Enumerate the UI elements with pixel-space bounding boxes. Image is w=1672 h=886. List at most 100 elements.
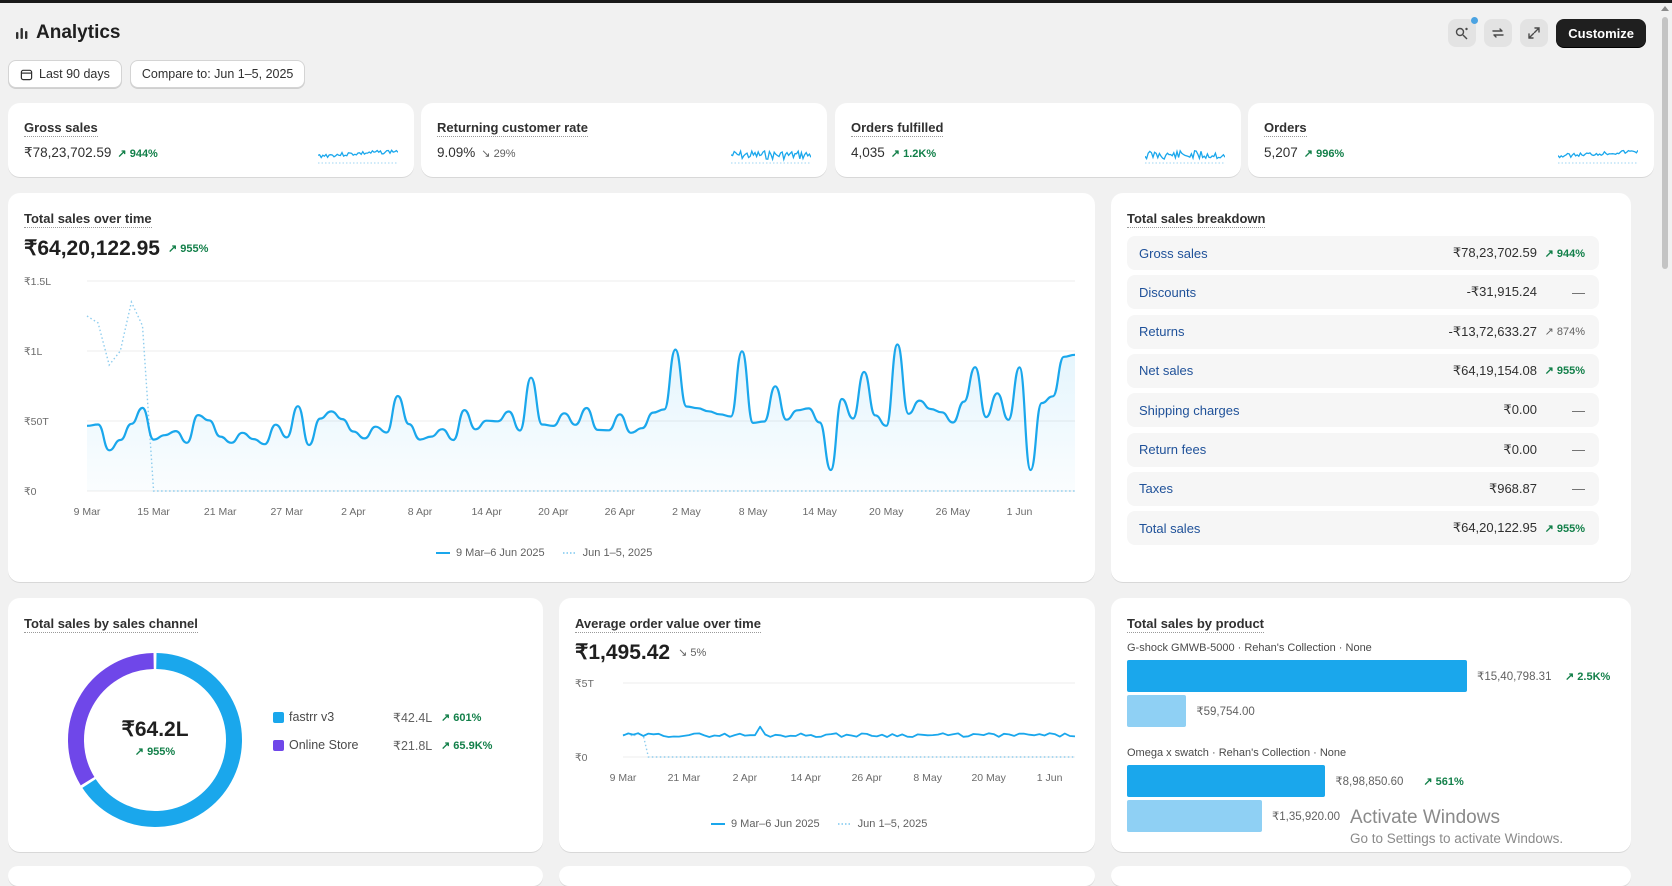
breakdown-row-amount: ₹64,19,154.08 [1452, 362, 1537, 378]
channel-title[interactable]: Total sales by sales channel [24, 616, 198, 633]
total-sales-card[interactable]: Total sales over time ₹64,20,122.95 ↗ 95… [8, 193, 1095, 582]
sales-by-product-card: Total sales by product G-shock GMWB-5000… [1111, 598, 1631, 852]
aov-x-tick-label: 2 Apr [733, 772, 758, 784]
breakdown-title[interactable]: Total sales breakdown [1127, 211, 1266, 228]
scroll-up-arrow-icon[interactable] [1661, 6, 1669, 11]
breakdown-row[interactable]: Net sales ₹64,19,154.08 ↗ 955% [1127, 353, 1599, 388]
scrollbar-thumb[interactable] [1662, 17, 1668, 269]
kpi-change: ↗ 944% [117, 148, 158, 160]
total-sales-title[interactable]: Total sales over time [24, 211, 152, 228]
breakdown-row[interactable]: Return fees ₹0.00 — [1127, 432, 1599, 467]
kpi-sparkline [318, 149, 398, 164]
watermark-line-1: Activate Windows [1350, 807, 1500, 828]
breakdown-row-label[interactable]: Returns [1139, 324, 1185, 340]
kpi-value: 9.09% [437, 145, 476, 160]
breakdown-row-label[interactable]: Return fees [1139, 442, 1207, 457]
breakdown-row-label[interactable]: Gross sales [1139, 245, 1208, 261]
fullscreen-button[interactable] [1520, 19, 1549, 47]
breakdown-row[interactable]: Gross sales ₹78,23,702.59 ↗ 944% [1127, 236, 1599, 270]
channel-legend-item[interactable]: Online Store ₹21.8L ↗ 65.9K% [273, 738, 503, 756]
y-tick-label: ₹1L [24, 346, 43, 358]
aov-current-line[interactable] [622, 725, 1076, 738]
dotted-line-swatch [562, 552, 577, 554]
solid-line-swatch [436, 552, 450, 554]
kpi-title[interactable]: Returning customer rate [437, 120, 588, 137]
legend-current-period[interactable]: 9 Mar–6 Jun 2025 [436, 547, 545, 559]
aov-legend-compare[interactable]: Jun 1–5, 2025 [837, 818, 928, 830]
kpi-card[interactable]: Gross sales ₹78,23,702.59 ↗ 944% [8, 103, 414, 177]
breakdown-row[interactable]: Discounts -₹31,915.24 — [1127, 275, 1599, 310]
product-bar-current[interactable] [1127, 765, 1326, 797]
aov-legend-compare-label: Jun 1–5, 2025 [857, 818, 928, 830]
product-title-wrap: Total sales by product [1127, 615, 1265, 633]
customize-button[interactable]: Customize [1556, 19, 1646, 47]
refresh-button[interactable] [1484, 19, 1513, 47]
product-bar-current[interactable] [1127, 660, 1467, 692]
breakdown-row[interactable]: Shipping charges ₹0.00 — [1127, 393, 1599, 428]
aov-legend-current[interactable]: 9 Mar–6 Jun 2025 [711, 818, 820, 830]
x-tick-label: 20 Apr [538, 506, 569, 518]
breakdown-change-value: — [1572, 284, 1585, 300]
x-tick-label: 1 Jun [1007, 506, 1033, 518]
product-title[interactable]: Total sales by product [1127, 616, 1265, 633]
kpi-title[interactable]: Orders fulfilled [851, 120, 944, 137]
breakdown-row[interactable]: Returns -₹13,72,633.27 ↗ 874% [1127, 314, 1599, 349]
current-series-line[interactable] [86, 343, 1076, 472]
kpi-value: 5,207 [1264, 145, 1298, 160]
page-scrollbar[interactable] [1658, 3, 1672, 870]
channel-legend-item[interactable]: fastrr v3 ₹42.4L ↗ 601% [273, 710, 503, 728]
kpi-change: ↘ 29% [481, 148, 516, 160]
breakdown-row-label[interactable]: Shipping charges [1139, 402, 1240, 418]
product-bar-compare[interactable] [1127, 800, 1262, 832]
total-sales-title-wrap: Total sales over time [24, 210, 152, 228]
comparison-series-line[interactable] [86, 299, 1075, 492]
solid-line-swatch [711, 823, 725, 825]
aov-change: ↘ 5% [678, 647, 707, 659]
breakdown-row[interactable]: Total sales ₹64,20,122.95 ↗ 955% [1127, 511, 1599, 546]
sparkle-icon [1456, 27, 1468, 40]
kpi-title[interactable]: Gross sales [24, 120, 98, 137]
refresh-icon [1492, 28, 1504, 38]
breakdown-row-label[interactable]: Net sales [1139, 363, 1194, 379]
kpi-change-value: 944% [129, 148, 158, 160]
product-name: G-shock GMWB-5000 · Rehan's Collection ·… [1127, 642, 1372, 654]
kpi-card[interactable]: Returning customer rate 9.09% ↘ 29% [421, 103, 827, 177]
breakdown-title-wrap: Total sales breakdown [1127, 210, 1266, 228]
legend-compare-period[interactable]: Jun 1–5, 2025 [562, 547, 652, 559]
aov-card[interactable]: Average order value over time ₹1,495.42 … [559, 598, 1095, 852]
expand-icon [1528, 27, 1540, 39]
aov-title[interactable]: Average order value over time [575, 616, 761, 633]
product-change-value: 2.5K% [1577, 671, 1611, 683]
breakdown-row-label[interactable]: Taxes [1139, 481, 1173, 497]
page-title: Analytics [36, 22, 121, 43]
product-bar-compare[interactable] [1127, 695, 1187, 727]
kpi-card[interactable]: Orders fulfilled 4,035 ↗ 1.2K% [835, 103, 1241, 177]
insights-button[interactable] [1448, 17, 1479, 47]
breakdown-row-amount: -₹13,72,633.27 [1448, 323, 1537, 339]
aov-line-chart[interactable]: ₹5T ₹0 9 Mar 21 Mar 2 Apr 14 Apr 26 Apr 8 May 20… [559, 673, 1095, 803]
breakdown-row[interactable]: Taxes ₹968.87 — [1127, 471, 1599, 506]
header-actions: Customize [1448, 17, 1646, 47]
donut-slice[interactable] [68, 653, 154, 786]
aov-comparison-line[interactable] [622, 732, 1075, 758]
compare-button[interactable]: Compare to: Jun 1–5, 2025 [129, 60, 306, 88]
breakdown-row-label[interactable]: Total sales [1139, 520, 1201, 536]
kpi-title[interactable]: Orders [1264, 120, 1307, 137]
donut-slice[interactable] [82, 653, 242, 827]
channel-change: ↗ 65.9K% [441, 740, 493, 752]
kpi-change: ↗ 996% [1303, 148, 1345, 160]
kpi-sparkline [1145, 149, 1225, 164]
breakdown-row-label[interactable]: Discounts [1139, 284, 1197, 300]
y-tick-label: ₹0 [24, 486, 37, 498]
x-tick-label: 9 Mar [74, 506, 101, 518]
kpi-sparkline [1558, 149, 1638, 164]
date-range-button[interactable]: Last 90 days [8, 60, 122, 88]
x-tick-label: 26 May [936, 506, 971, 518]
total-sales-legend: 9 Mar–6 Jun 2025 Jun 1–5, 2025 [436, 547, 652, 559]
kpi-card[interactable]: Orders 5,207 ↗ 996% [1248, 103, 1654, 177]
channel-name: Online Store [289, 738, 359, 752]
channel-donut-chart[interactable] [65, 650, 245, 830]
donut-center-change-value: 955% [147, 746, 176, 758]
total-sales-line-chart[interactable]: ₹1.5L ₹1L ₹50T ₹0 9 Mar 15 Mar 21 Mar 27 Mar 2 A… [8, 271, 1095, 531]
breakdown-row-amount: ₹968.87 [1488, 480, 1537, 496]
